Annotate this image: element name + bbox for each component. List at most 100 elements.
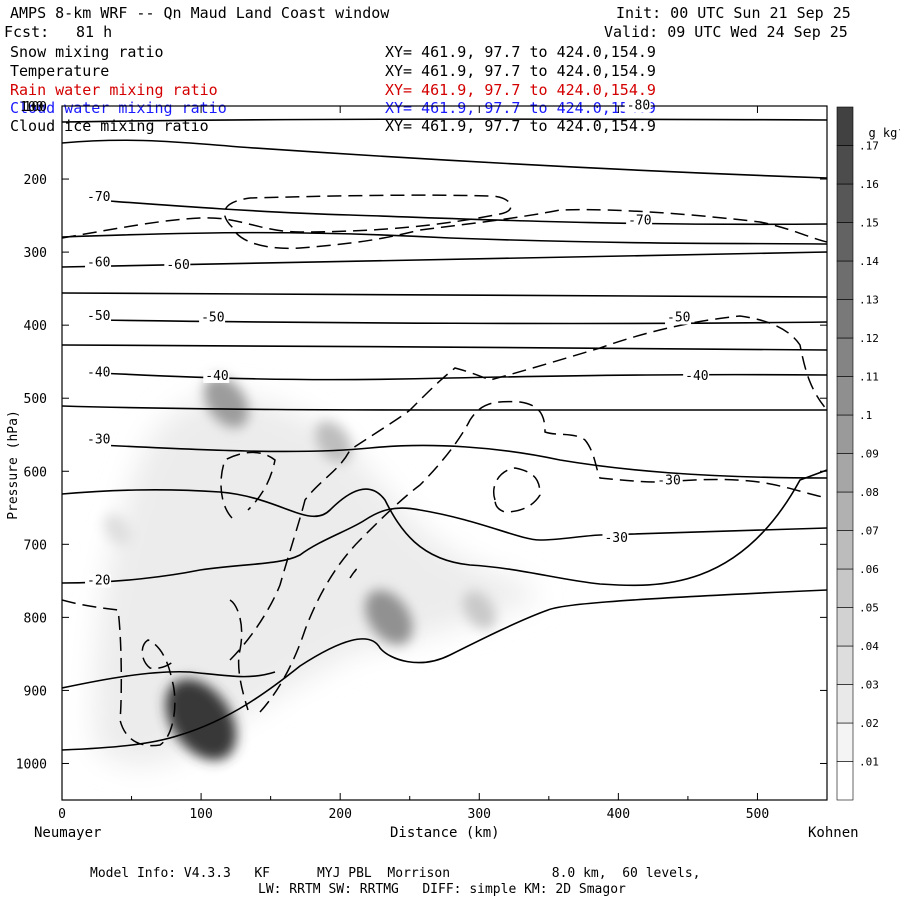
x-tick-label: 300	[468, 807, 491, 822]
colorbar-bin	[836, 645, 854, 685]
contour-label-bg	[624, 99, 651, 113]
snow-blob	[365, 590, 413, 645]
colorbar-label: .02	[859, 717, 879, 730]
colorbar-label: .03	[859, 679, 879, 692]
temp-contour-line	[62, 139, 827, 179]
colorbar-bin	[836, 607, 854, 647]
x-tick-label: 200	[328, 807, 351, 822]
x-left-location: Neumayer	[34, 825, 102, 841]
colorbar-bin	[836, 722, 854, 762]
colorbar-bin	[836, 183, 854, 223]
temp-contour-line	[99, 372, 827, 381]
colorbar-label: .09	[859, 448, 879, 461]
contour-label-bg	[203, 369, 230, 383]
contour-label: -50	[87, 309, 110, 324]
temp-contour-line	[62, 589, 827, 751]
y-tick-label-overlap: 100	[20, 100, 43, 115]
temp-contour-line	[62, 507, 827, 584]
colorbar-label: .12	[859, 332, 879, 345]
field-xy-temperature: XY= 461.9, 97.7 to 424.0,154.9	[385, 62, 656, 80]
colorbar-bin	[836, 414, 854, 454]
contour-label-bg	[683, 369, 710, 383]
snow-envelope	[94, 395, 540, 765]
colorbar-label: .11	[859, 371, 879, 384]
temp-contour-line	[99, 319, 827, 325]
contour-label-bg	[85, 574, 112, 588]
axis-tick-labels: 0 100 200 300 400 500 100 200 300 400 500 600 700 800…	[16, 100, 770, 822]
colorbar-label: .08	[859, 486, 879, 499]
snow-shading-layer	[94, 376, 540, 765]
plot-border	[61, 105, 828, 801]
x-tick-label: 0	[58, 807, 66, 822]
axis-ticks	[61, 105, 827, 800]
model-info-line2: LW: RRTM SW: RRTMG DIFF: simple KM: 2D S…	[258, 882, 626, 897]
valid-time: Valid: 09 UTC Wed 24 Sep 25	[604, 23, 848, 41]
y-tick-label: 100	[24, 100, 47, 115]
y-tick-label: 200	[24, 173, 47, 188]
contour-label: -40	[685, 369, 708, 384]
field-name-rain: Rain water mixing ratio	[10, 81, 218, 99]
contour-label-bg	[626, 214, 653, 228]
field-name-snow: Snow mixing ratio	[10, 43, 164, 61]
colorbar-label: .05	[859, 602, 879, 615]
colorbar-label: .01	[859, 756, 879, 769]
temp-contour-line	[62, 292, 827, 298]
y-tick-label: 300	[24, 246, 47, 261]
field-name-cloud-water: Cloud water mixing ratio	[10, 99, 227, 117]
x-tick-label: 100	[189, 807, 212, 822]
y-tick-label: 600	[24, 465, 47, 480]
contour-label-bg	[85, 433, 112, 447]
snow-blob	[315, 421, 352, 463]
ice-contour-line	[493, 467, 541, 513]
contour-label-bg	[665, 311, 692, 325]
y-tick-label: 800	[24, 611, 47, 626]
contour-label-bg	[199, 311, 226, 325]
y-tick-label: 400	[24, 319, 47, 334]
colorbar-bin	[836, 145, 854, 185]
contour-label: -30	[657, 473, 680, 488]
y-tick-label: 700	[24, 538, 47, 553]
x-axis-label: Distance (km)	[390, 825, 500, 841]
contour-label: -50	[667, 311, 690, 326]
contour-label: -30	[604, 531, 627, 546]
temp-contour-line	[62, 405, 827, 411]
temp-contour-line	[94, 199, 827, 226]
chart-title: AMPS 8-km WRF -- Qn Maud Land Coast wind…	[10, 4, 390, 22]
temp-contour-line	[62, 344, 827, 351]
contour-label-bg	[164, 258, 191, 272]
ice-contour-line	[62, 599, 176, 747]
contour-label: -20	[87, 573, 110, 588]
colorbar-label: .06	[859, 563, 879, 576]
colorbar-bin	[836, 568, 854, 608]
y-axis-label: Pressure (hPa)	[6, 410, 21, 520]
colorbar-label: .1	[859, 409, 872, 422]
contour-label-bg	[602, 532, 629, 546]
init-time: Init: 00 UTC Sun 21 Sep 25	[616, 4, 851, 22]
temp-contour-line	[62, 670, 276, 689]
contour-label: -40	[205, 369, 228, 384]
temp-contour-line	[99, 444, 827, 479]
x-tick-label: 400	[607, 807, 630, 822]
ice-contour-line	[349, 568, 357, 579]
contour-label: -40	[87, 365, 110, 380]
field-xy-rain: XY= 461.9, 97.7 to 424.0,154.9	[385, 81, 656, 99]
temp-contour-line	[62, 118, 827, 123]
colorbar-bin	[836, 299, 854, 339]
colorbar-unit: g kg-1	[854, 103, 900, 142]
contour-label-bg	[85, 256, 112, 270]
colorbar-label: .14	[859, 255, 879, 268]
colorbar-label: .15	[859, 217, 879, 230]
field-name-temperature: Temperature	[10, 62, 110, 80]
colorbar-label: .04	[859, 640, 879, 653]
colorbar-bin	[836, 376, 854, 416]
temp-contour-line	[62, 231, 827, 245]
ice-contour-line	[229, 315, 827, 661]
colorbar-bin	[836, 684, 854, 724]
contour-label: -70	[628, 213, 651, 228]
colorbar: .01 .02 .03 .04 .05 .06 .07 .08 .09 .1 .11 .12 .13 .1…	[836, 106, 879, 801]
y-tick-label: 900	[24, 684, 47, 699]
x-tick-label: 500	[746, 807, 769, 822]
fcst-label: Fcst:	[4, 23, 50, 41]
colorbar-bin	[836, 761, 854, 801]
